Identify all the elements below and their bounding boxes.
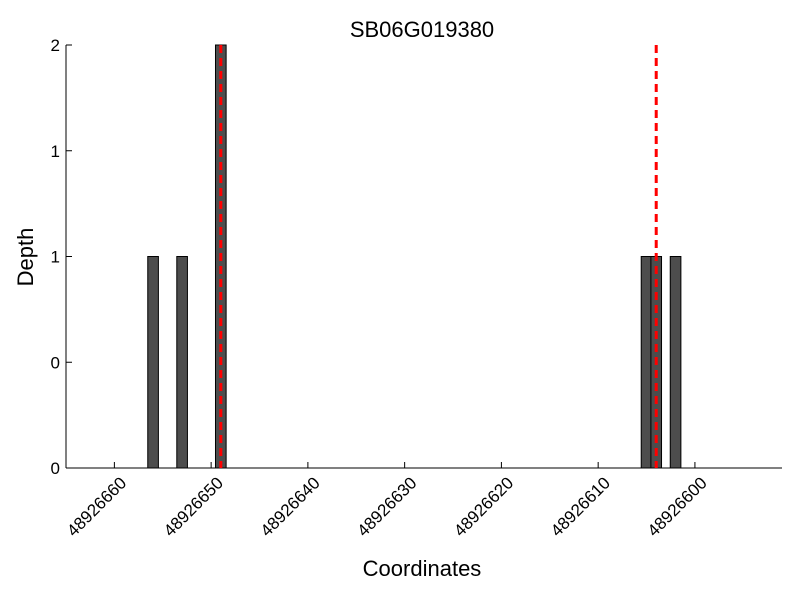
y-tick-label: 0 (51, 353, 60, 372)
x-tick-label: 48926600 (644, 473, 711, 540)
bar (147, 256, 159, 469)
x-tick-label: 48926630 (354, 473, 421, 540)
bar (640, 256, 653, 469)
x-tick-label: 48926650 (160, 473, 227, 540)
bar (176, 256, 188, 469)
x-tick-label: 48926640 (257, 473, 324, 540)
x-tick-label: 48926660 (63, 473, 130, 540)
bars-layer (147, 44, 682, 469)
x-ticks: 48926660 48926650 48926640 48926630 48926620… (63, 462, 711, 540)
chart-title: SB06G019380 (350, 17, 494, 42)
x-tick-label: 48926620 (450, 473, 517, 540)
y-axis-label: Depth (13, 228, 38, 287)
x-axis-label: Coordinates (363, 556, 482, 581)
y-tick-label: 2 (51, 36, 60, 55)
x-tick-label: 48926610 (547, 473, 614, 540)
y-tick-label: 0 (51, 459, 60, 478)
bar (669, 256, 682, 469)
y-tick-label: 1 (51, 248, 60, 267)
y-tick-label: 1 (51, 142, 60, 161)
y-ticks: 0 0 1 1 2 (51, 36, 72, 478)
reference-lines (219, 45, 658, 468)
